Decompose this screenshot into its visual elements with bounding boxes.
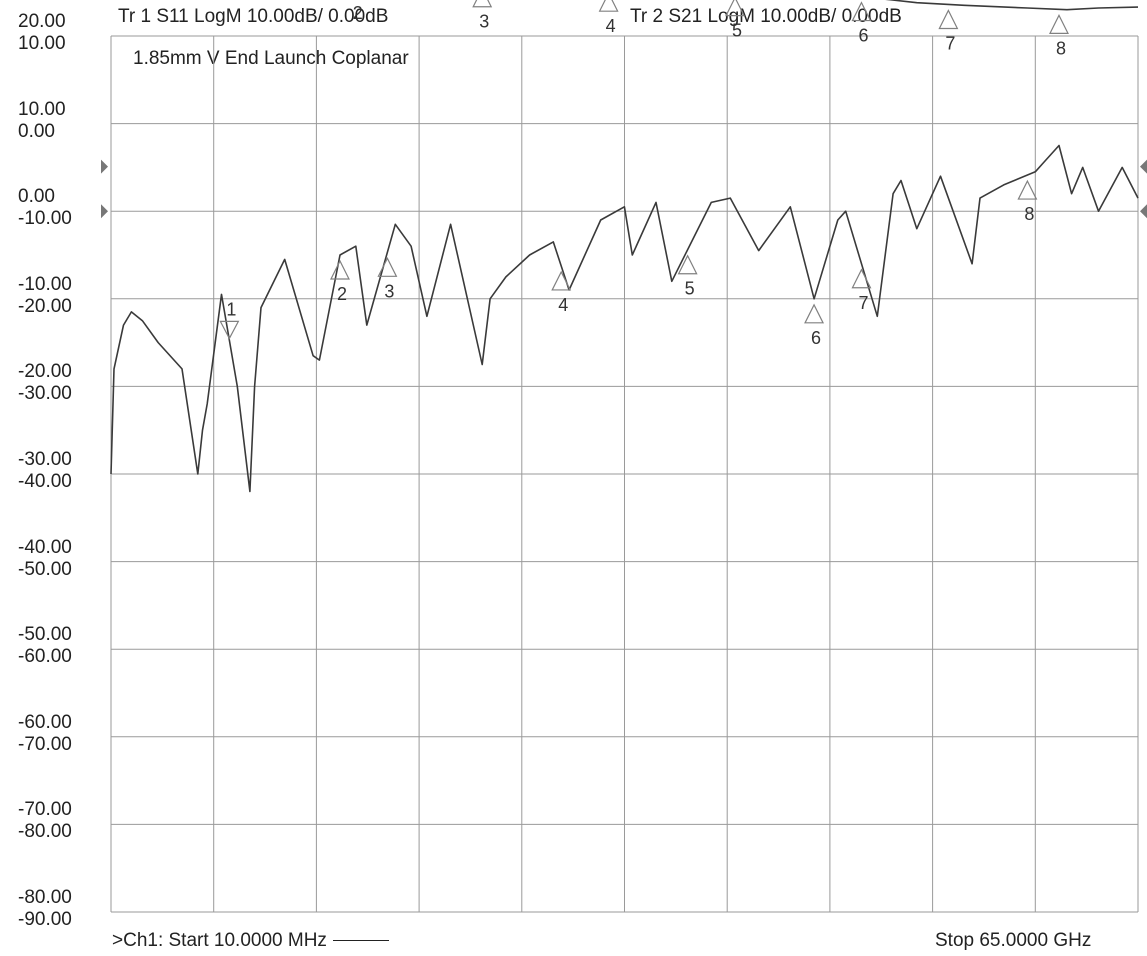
marker-triangle: [851, 268, 872, 289]
marker-triangle: [377, 256, 398, 277]
trace-s21: [885, 0, 1139, 11]
y-tick-label-trace2: -30.00: [18, 449, 72, 470]
y-tick-label-trace2: -50.00: [18, 624, 72, 646]
ref-arrow-right: [1140, 159, 1147, 174]
y-tick-label-trace1: -90.00: [18, 909, 72, 930]
start-dash-line: [332, 940, 389, 942]
marker-label: 2: [337, 284, 347, 304]
ref-arrow-left: [101, 159, 108, 174]
traces: [110, 0, 1139, 493]
marker-triangle: [330, 259, 350, 280]
y-tick-label-trace1: -50.00: [18, 558, 72, 580]
marker-label: 2: [353, 3, 363, 23]
marker-triangle: [1017, 179, 1038, 200]
y-tick-label-trace2: -60.00: [18, 711, 72, 733]
marker-label: 6: [811, 328, 821, 348]
markers: 1234567812345678: [219, 0, 1069, 348]
marker-triangle: [472, 0, 493, 8]
ref-arrow-right: [1140, 204, 1147, 219]
y-tick-label-trace2: -40.00: [18, 536, 72, 558]
y-tick-label-trace2: -70.00: [18, 799, 72, 821]
y-tick-label-trace2: 0.00: [18, 186, 55, 208]
marker-triangle: [725, 0, 746, 17]
marker-label: 7: [858, 293, 868, 313]
marker-label: 3: [479, 12, 489, 32]
y-tick-label-trace1: -60.00: [18, 646, 72, 668]
marker-label: 4: [558, 295, 568, 315]
y-tick-label-trace1: -70.00: [18, 733, 72, 755]
trace-s11: [110, 144, 1139, 493]
y-tick-label-trace1: -30.00: [18, 383, 72, 405]
ref-arrow-left: [101, 204, 108, 219]
marker-triangle: [677, 254, 698, 275]
marker-triangle: [598, 0, 619, 12]
marker-triangle: [219, 320, 240, 340]
trace1-header: Tr 1 S11 LogM 10.00dB/ 0.00dB: [118, 6, 389, 27]
y-tick-label-trace1: -20.00: [18, 295, 72, 317]
y-tick-label-trace2: -80.00: [18, 887, 72, 908]
y-tick-label-trace1: 10.00: [18, 33, 66, 54]
y-tick-label-trace1: -10.00: [18, 208, 72, 230]
marker-label: 5: [685, 279, 695, 299]
trace2-header: Tr 2 S21 LogM 10.00dB/ 0.00dB: [630, 6, 902, 27]
marker-label: 6: [858, 26, 868, 46]
marker-label: 7: [945, 33, 955, 53]
marker-label: 8: [1056, 38, 1066, 58]
y-axis-labels: 20.00 10.00 10.00 0.00 0.00 -10.00 -10.00 -20.0…: [0, 0, 100, 956]
reference-arrows: [101, 159, 1147, 219]
marker-label: 8: [1024, 204, 1034, 224]
y-tick-label-trace1: -40.00: [18, 471, 72, 492]
marker-triangle: [804, 303, 825, 324]
marker-label: 4: [606, 16, 616, 36]
y-tick-label-trace2: 10.00: [18, 98, 66, 120]
y-tick-label-trace2: -20.00: [18, 361, 72, 383]
start-frequency: >Ch1: Start 10.0000 MHz: [112, 930, 389, 952]
marker-triangle: [1049, 14, 1069, 34]
marker-label: 5: [732, 21, 742, 41]
stop-frequency: Stop 65.0000 GHz: [935, 930, 1092, 951]
y-tick-label-trace2: -10.00: [18, 273, 72, 295]
marker-triangle: [938, 9, 959, 30]
chart-title: 1.85mm V End Launch Coplanar: [133, 48, 409, 69]
y-tick-label-trace1: -80.00: [18, 821, 72, 843]
marker-label: 1: [226, 299, 236, 319]
y-tick-label-trace1: 0.00: [18, 120, 55, 142]
marker-label: 3: [384, 281, 394, 301]
y-tick-label-trace2: 20.00: [18, 11, 66, 32]
marker-triangle: [551, 270, 572, 291]
grid-lines: [110, 35, 1139, 913]
marker-triangle: [851, 1, 872, 22]
